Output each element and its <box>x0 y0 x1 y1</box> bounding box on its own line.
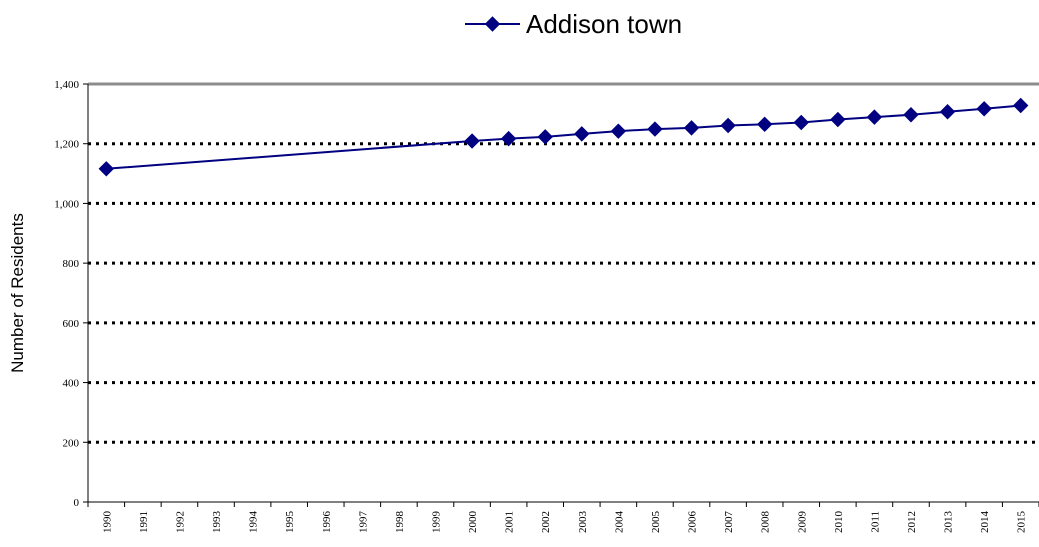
y-tick-label: 1,000 <box>54 198 79 210</box>
x-tick-label: 1990 <box>101 511 113 534</box>
x-tick-label: 2007 <box>723 511 735 534</box>
x-tick-label: 1998 <box>394 511 406 534</box>
x-tick-label: 2008 <box>760 511 772 534</box>
y-tick-label: 1,200 <box>54 139 79 151</box>
y-tick-label: 800 <box>63 258 80 270</box>
axes <box>83 83 1039 507</box>
data-point <box>683 120 700 136</box>
x-tick-label: 2015 <box>1016 511 1028 534</box>
x-tick-label: 2006 <box>687 511 699 534</box>
x-tick-label: 2010 <box>833 511 845 534</box>
legend-marker <box>484 16 501 32</box>
x-tick-label: 2013 <box>943 511 955 534</box>
y-axis-label: Number of Residents <box>8 213 27 373</box>
gridlines <box>88 82 1039 444</box>
y-tick-label: 200 <box>63 437 80 449</box>
y-tick-label: 0 <box>74 497 80 509</box>
data-point <box>939 104 956 120</box>
x-tick-label: 2009 <box>796 511 808 534</box>
x-tick-label: 2014 <box>979 511 991 534</box>
series-lines <box>106 104 1021 170</box>
x-tick-label: 2003 <box>577 511 589 534</box>
x-tick-label: 2005 <box>650 511 662 534</box>
data-point <box>903 107 919 123</box>
data-point <box>464 133 480 149</box>
data-point <box>720 117 736 134</box>
x-tick-label: 1997 <box>357 511 369 534</box>
x-tick-label: 2002 <box>540 511 552 533</box>
x-tick-label: 2004 <box>613 511 625 534</box>
data-point <box>98 161 114 177</box>
y-tick-labels: 0 200 400 600 800 1,000 1,200 1,400 <box>54 79 79 509</box>
data-point <box>500 130 517 147</box>
x-tick-label: 1991 <box>138 511 150 533</box>
x-tick-label: 1993 <box>211 511 223 534</box>
x-tick-label: 1995 <box>284 511 296 534</box>
data-point <box>866 109 883 125</box>
legend-label: Addison town <box>526 9 682 39</box>
data-point <box>647 121 663 137</box>
x-tick-label: 1992 <box>174 511 186 533</box>
legend: Addison town <box>465 9 682 39</box>
data-point <box>610 123 627 139</box>
x-tick-label: 2011 <box>869 511 881 533</box>
data-point <box>976 101 992 117</box>
data-point <box>537 129 553 145</box>
x-tick-label: 2000 <box>467 511 479 534</box>
x-tick-label: 1994 <box>248 511 260 534</box>
x-tick-label: 2001 <box>504 511 516 533</box>
x-tick-label: 1996 <box>321 511 333 534</box>
x-tick-labels: 1990 1991 1992 1993 1994 1995 1996 1997 1998 1999… <box>101 511 1027 534</box>
y-tick-label: 600 <box>63 318 80 330</box>
data-point <box>830 111 846 128</box>
data-point <box>793 114 809 131</box>
series-line-addison-town <box>106 104 1021 170</box>
data-point <box>756 116 773 133</box>
data-points <box>98 97 1029 177</box>
y-tick-label: 1,400 <box>54 79 79 91</box>
data-point <box>574 126 590 142</box>
x-tick-label: 2012 <box>906 511 918 533</box>
data-point <box>1013 97 1029 114</box>
x-tick-label: 1999 <box>430 511 442 534</box>
y-tick-label: 400 <box>63 378 80 390</box>
